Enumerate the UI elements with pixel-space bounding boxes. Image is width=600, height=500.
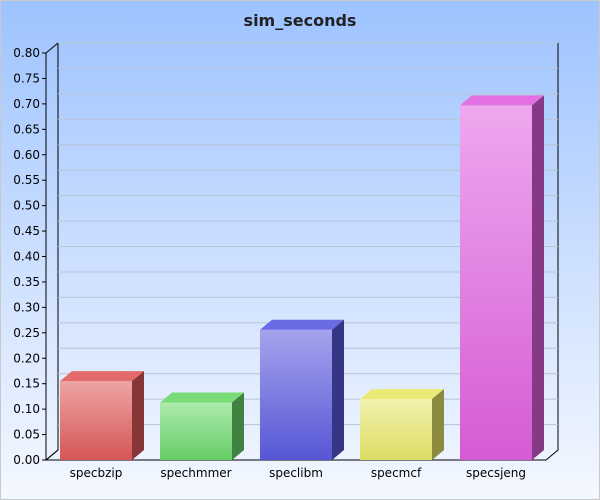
bar-side <box>332 319 344 460</box>
bar-front <box>60 381 132 460</box>
y-tick-label: 0.55 <box>13 173 40 187</box>
y-tick-label: 0.10 <box>13 402 40 416</box>
y-tick-label: 0.30 <box>13 300 40 314</box>
bar-specbzip <box>60 371 144 460</box>
x-tick-label: specsjeng <box>466 466 526 480</box>
y-tick-label: 0.35 <box>13 275 40 289</box>
bar-side <box>432 388 444 460</box>
x-tick-label: specbzip <box>70 466 123 480</box>
bar-top <box>360 388 444 399</box>
y-tick-label: 0.80 <box>13 46 40 60</box>
y-tick-label: 0.25 <box>13 326 40 340</box>
bar-top <box>260 319 344 330</box>
bar-top <box>460 95 544 106</box>
y-tick-label: 0.15 <box>13 377 40 391</box>
depth-edge <box>45 42 59 54</box>
bar-front <box>260 329 332 460</box>
x-tick-label: spechmmer <box>160 466 231 480</box>
bar-side <box>232 392 244 460</box>
x-axis-labels: specbzip spechmmer speclibm specmcf specsjen… <box>70 466 526 480</box>
chart-title: sim_seconds <box>244 11 357 30</box>
y-tick-label: 0.50 <box>13 199 40 213</box>
x-tick-label: speclibm <box>269 466 323 480</box>
bars <box>60 95 544 461</box>
y-tick-label: 0.05 <box>13 428 40 442</box>
y-tick-label: 0.75 <box>13 71 40 85</box>
y-tick-label: 0.65 <box>13 122 40 136</box>
y-tick-label: 0.60 <box>13 148 40 162</box>
bar-front <box>160 402 232 460</box>
y-tick-label: 0.40 <box>13 250 40 264</box>
y-axis-ticks: 0.00 0.05 0.10 0.15 0.20 0.25 0.30 0.35 0.40 0.45… <box>13 46 46 467</box>
bar-spechmmer <box>160 392 244 460</box>
bar-top <box>160 392 244 403</box>
y-tick-label: 0.45 <box>13 224 40 238</box>
bar-specmcf <box>360 388 444 460</box>
y-tick-label: 0.00 <box>13 453 40 467</box>
x-tick-label: specmcf <box>371 466 422 480</box>
y-tick-label: 0.20 <box>13 351 40 365</box>
bar-specsjeng <box>460 95 544 461</box>
bar-side <box>132 371 144 460</box>
depth-edge <box>45 449 59 461</box>
bar-top <box>60 371 144 382</box>
bar-side <box>532 95 544 461</box>
bar-front <box>460 105 532 461</box>
y-tick-label: 0.70 <box>13 97 40 111</box>
bar-front <box>360 398 432 460</box>
bar-speclibm <box>260 319 344 460</box>
